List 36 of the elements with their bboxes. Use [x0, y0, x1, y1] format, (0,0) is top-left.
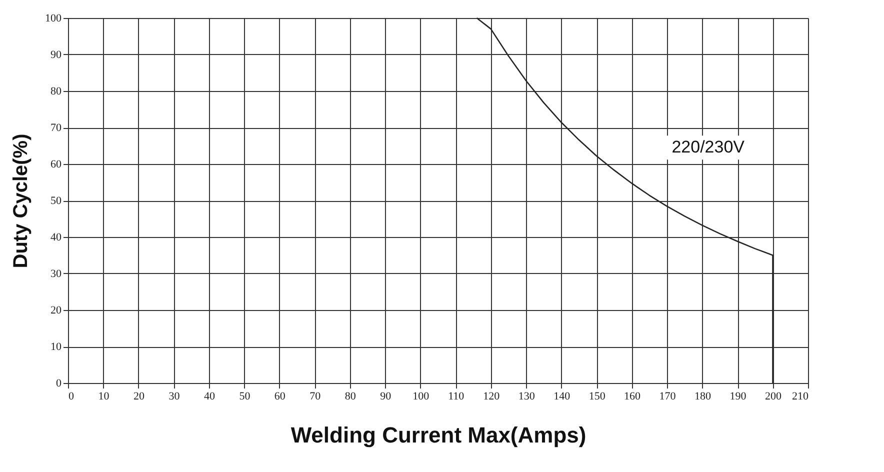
- x-tick-label: 110: [448, 390, 465, 402]
- x-axis-title: Welding Current Max(Amps): [290, 422, 586, 448]
- x-tick-label: 160: [624, 390, 642, 402]
- x-tick-label: 50: [239, 390, 251, 402]
- x-tick-label: 130: [518, 390, 536, 402]
- annotation: 220/230V: [672, 138, 746, 157]
- y-axis-title: Duty Cycle(%): [10, 134, 32, 268]
- y-tick-label: 30: [50, 268, 62, 280]
- x-tick-label: 140: [554, 390, 571, 402]
- x-tick-label: 10: [98, 390, 110, 402]
- x-tick-label: 170: [659, 390, 676, 402]
- y-tick-label: 80: [50, 86, 62, 98]
- x-tick-label: 30: [168, 390, 180, 402]
- y-tick-label: 0: [56, 378, 62, 390]
- x-tick-label: 210: [792, 390, 809, 402]
- y-tick-label: 40: [50, 232, 62, 244]
- x-tick-label: 100: [412, 390, 430, 402]
- x-tick-label: 90: [380, 390, 392, 402]
- x-tick-label: 80: [344, 390, 356, 402]
- x-tick-label: 180: [694, 390, 712, 402]
- x-tick-label: 200: [765, 390, 782, 402]
- y-tick-label: 50: [50, 195, 62, 207]
- y-tick-label: 90: [50, 49, 62, 61]
- x-tick-label: 70: [310, 390, 322, 402]
- x-tick-label: 0: [68, 390, 74, 402]
- x-tick-label: 20: [133, 390, 145, 402]
- x-tick-label: 190: [730, 390, 747, 402]
- y-tick-label: 10: [50, 341, 62, 353]
- y-tick-label: 100: [45, 12, 62, 24]
- y-tick-label: 20: [50, 304, 62, 316]
- y-tick-label: 60: [50, 158, 62, 170]
- x-tick-label: 150: [588, 390, 606, 402]
- y-tick-label: 70: [50, 122, 62, 134]
- x-tick-label: 40: [204, 390, 216, 402]
- x-tick-label: 60: [274, 390, 286, 402]
- x-tick-label: 120: [483, 390, 500, 402]
